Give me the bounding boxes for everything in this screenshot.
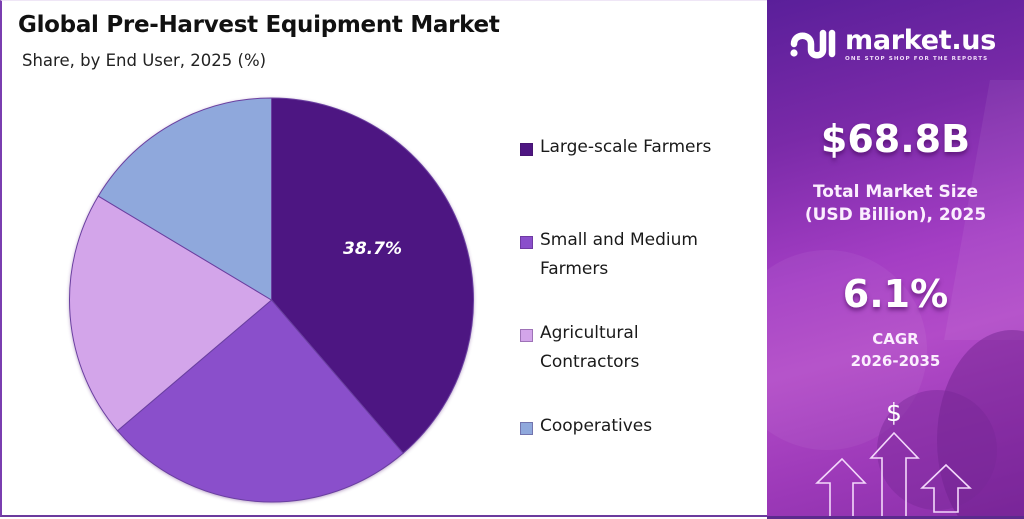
market-size-label-line1: Total Market Size <box>812 182 979 202</box>
legend-swatch-small-and-medium-farmers <box>520 236 533 249</box>
chart-subtitle: Share, by End User, 2025 (%) <box>22 51 267 70</box>
pie-svg <box>69 97 474 503</box>
pie-slice-large-scale-farmers <box>271 97 474 454</box>
legend-item-agricultural-contractors: Agricultural Contractors <box>520 323 670 377</box>
market-size-label-line2: (USD Billion), 2025 <box>804 205 987 225</box>
legend-label: Agricultural Contractors <box>540 323 640 372</box>
legend-item-cooperatives: Cooperatives <box>520 416 760 441</box>
pie-slice-agricultural-contractors <box>69 195 273 432</box>
legend-swatch-agricultural-contractors <box>520 329 533 342</box>
growth-arrows-icon <box>815 431 972 516</box>
brand-tagline: ONE STOP SHOP FOR THE REPORTS <box>845 55 989 62</box>
legend-swatch-large-scale-farmers <box>520 143 533 156</box>
legend-label: Cooperatives <box>540 416 653 436</box>
cagr-label-line1: CAGR <box>872 330 919 348</box>
chart-panel: Global Pre-Harvest Equipment Market Shar… <box>0 0 767 517</box>
legend-item-small-and-medium-farmers: Small and Medium Farmers <box>520 230 740 284</box>
legend-swatch-cooperatives <box>520 422 533 435</box>
market-us-logo-icon <box>790 29 836 59</box>
market-size-value: $68.8B <box>820 117 971 161</box>
cagr-label-line2: 2026-2035 <box>850 352 941 370</box>
legend-label: Small and Medium Farmers <box>540 230 698 279</box>
chart-title: Global Pre-Harvest Equipment Market <box>18 12 500 38</box>
brand-logo: market.us ONE STOP SHOP FOR THE REPORTS <box>789 24 996 64</box>
summary-panel: market.us ONE STOP SHOP FOR THE REPORTS … <box>767 0 1024 519</box>
legend-item-large-scale-farmers: Large-scale Farmers <box>520 137 760 162</box>
pie-slice-small-and-medium-farmers <box>116 299 404 503</box>
cagr-value: 6.1% <box>842 272 949 316</box>
pie-chart: 38.7% <box>2 1 769 518</box>
background-decoration <box>767 250 927 450</box>
dollar-sign-icon: $ <box>886 398 902 427</box>
slice-label-large-scale-farmers: 38.7% <box>343 239 402 259</box>
brand-name: market.us <box>845 24 996 56</box>
legend-label: Large-scale Farmers <box>540 137 712 157</box>
background-coffee-cup-decoration <box>877 390 997 510</box>
pie-slice-cooperatives <box>97 97 272 301</box>
